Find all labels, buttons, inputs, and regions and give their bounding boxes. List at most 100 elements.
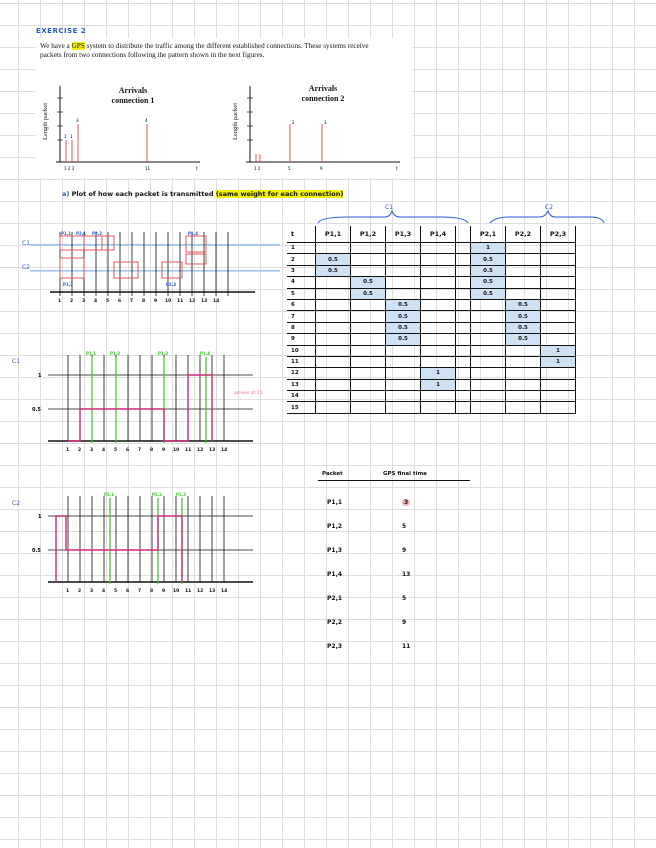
table-row: 4 0.5 0.5 xyxy=(287,276,576,289)
finish-time-value: 9 xyxy=(402,547,407,554)
statement-after: system to distribute the traffic among t… xyxy=(40,42,369,60)
table-cell xyxy=(420,356,456,369)
finish-packet: P1,3 xyxy=(327,547,343,554)
rate-c2-grid xyxy=(48,496,253,583)
table-cell xyxy=(315,367,351,380)
rate-c1-arrow-1: P1,1 xyxy=(86,351,96,356)
finish-time: 13 xyxy=(402,571,410,578)
table-cell xyxy=(350,401,386,414)
rate-c2-label: C2 xyxy=(12,500,21,507)
row-time: 14 xyxy=(287,390,316,403)
svg-text:3: 3 xyxy=(90,447,93,453)
table-cell xyxy=(505,401,541,414)
col-p11: P1,1 xyxy=(315,226,351,243)
table-cell xyxy=(350,322,386,335)
table-cell xyxy=(505,253,541,266)
rate-c2-arrow-3: P2,3 xyxy=(176,492,186,497)
table-row: 14 xyxy=(287,390,576,403)
table-row: 9 0.5 0.5 xyxy=(287,333,576,346)
exercise-title: EXERCISE 2 xyxy=(36,27,87,35)
finish-header-time: GPS final time xyxy=(383,471,427,477)
finish-time-value: 9 xyxy=(402,619,407,626)
table-cell: 0.5 xyxy=(505,299,541,312)
svg-text:6: 6 xyxy=(118,298,121,304)
table-cell xyxy=(350,299,386,312)
rate-c1-arrow-4: P1,4 xyxy=(200,351,210,356)
table-cell xyxy=(455,299,471,312)
svg-text:1: 1 xyxy=(66,447,69,453)
figure-c2-plot: 2 3 1 2 5 9 t xyxy=(246,86,400,171)
table-cell: 0.5 xyxy=(315,265,351,278)
figure-c1-plot: 1 1 3 4 1 2 3 11 t xyxy=(56,86,200,171)
table-cell xyxy=(315,401,351,414)
table-cell xyxy=(455,242,471,255)
svg-text:2: 2 xyxy=(78,447,81,453)
svg-text:12: 12 xyxy=(197,447,203,453)
table-cell: 0.5 xyxy=(505,333,541,346)
table-cell xyxy=(505,345,541,357)
row-time: 2 xyxy=(287,253,316,266)
svg-text:5: 5 xyxy=(106,298,109,304)
table-cell xyxy=(385,345,421,357)
row-time: 12 xyxy=(287,367,316,380)
gps-table-body: 1 1 2 0.5 0.5 3 0.5 0.5 4 0.5 0.5 5 0.5 0.5 6 0.5 0.5 7 0.… xyxy=(287,242,576,414)
sketch-label-c1: C1 xyxy=(22,240,31,247)
svg-text:8: 8 xyxy=(142,298,145,304)
figure-c1-title-line2: connection 1 xyxy=(111,96,155,105)
rate-c2-arrow-2: P2,2 xyxy=(152,492,162,497)
svg-text:5: 5 xyxy=(114,588,117,594)
table-cell xyxy=(350,310,386,323)
figure-c2-tick-12: 1 2 xyxy=(254,166,261,171)
brace-c2 xyxy=(489,209,605,224)
figure-c1-title-line1: Arrivals xyxy=(118,86,148,95)
table-cell xyxy=(455,322,471,335)
table-cell xyxy=(315,299,351,312)
table-cell xyxy=(540,299,576,312)
figure-c2-point-label-3: 3 xyxy=(324,120,327,125)
table-cell xyxy=(455,379,471,392)
svg-text:10: 10 xyxy=(165,298,171,304)
sketch-box-5: P2,3 xyxy=(166,282,176,287)
svg-text:13: 13 xyxy=(209,588,215,594)
finish-packet: P1,4 xyxy=(327,571,343,578)
finish-time-value: 5 xyxy=(402,523,407,530)
finish-time: 3 xyxy=(402,499,411,506)
svg-text:1: 1 xyxy=(58,298,61,304)
table-cell xyxy=(385,367,421,380)
table-cell xyxy=(315,310,351,323)
table-cell xyxy=(420,242,456,255)
rate-c2-arrow-1: P2,1 xyxy=(104,492,114,497)
table-cell xyxy=(315,242,351,255)
table-cell xyxy=(350,356,386,369)
svg-text:5: 5 xyxy=(114,447,117,453)
table-row: 13 1 xyxy=(287,379,576,392)
finish-time: 9 xyxy=(402,547,406,554)
figure-c1-point-label-3: 3 xyxy=(76,118,79,123)
table-cell xyxy=(540,322,576,335)
table-cell xyxy=(540,401,576,414)
table-row: 15 xyxy=(287,401,576,414)
table-cell xyxy=(540,253,576,266)
table-cell xyxy=(505,356,541,369)
col-p22: P2,2 xyxy=(505,226,541,243)
table-cell xyxy=(385,276,421,289)
svg-text:14: 14 xyxy=(221,447,227,453)
table-cell: 0.5 xyxy=(470,265,506,278)
table-cell xyxy=(505,276,541,289)
table-cell xyxy=(420,276,456,289)
rate-c1-y05: 0.5 xyxy=(32,407,41,413)
table-cell xyxy=(385,379,421,392)
table-cell xyxy=(540,288,576,300)
table-cell xyxy=(420,345,456,357)
svg-text:11: 11 xyxy=(185,447,191,453)
finish-time: 5 xyxy=(402,523,406,530)
sketch-box-2: P2,1 xyxy=(76,231,86,236)
table-cell xyxy=(470,345,506,357)
table-cell xyxy=(455,333,471,346)
header-c2: C2 xyxy=(545,204,554,211)
svg-text:6: 6 xyxy=(126,447,129,453)
table-row: 12 1 xyxy=(287,367,576,380)
